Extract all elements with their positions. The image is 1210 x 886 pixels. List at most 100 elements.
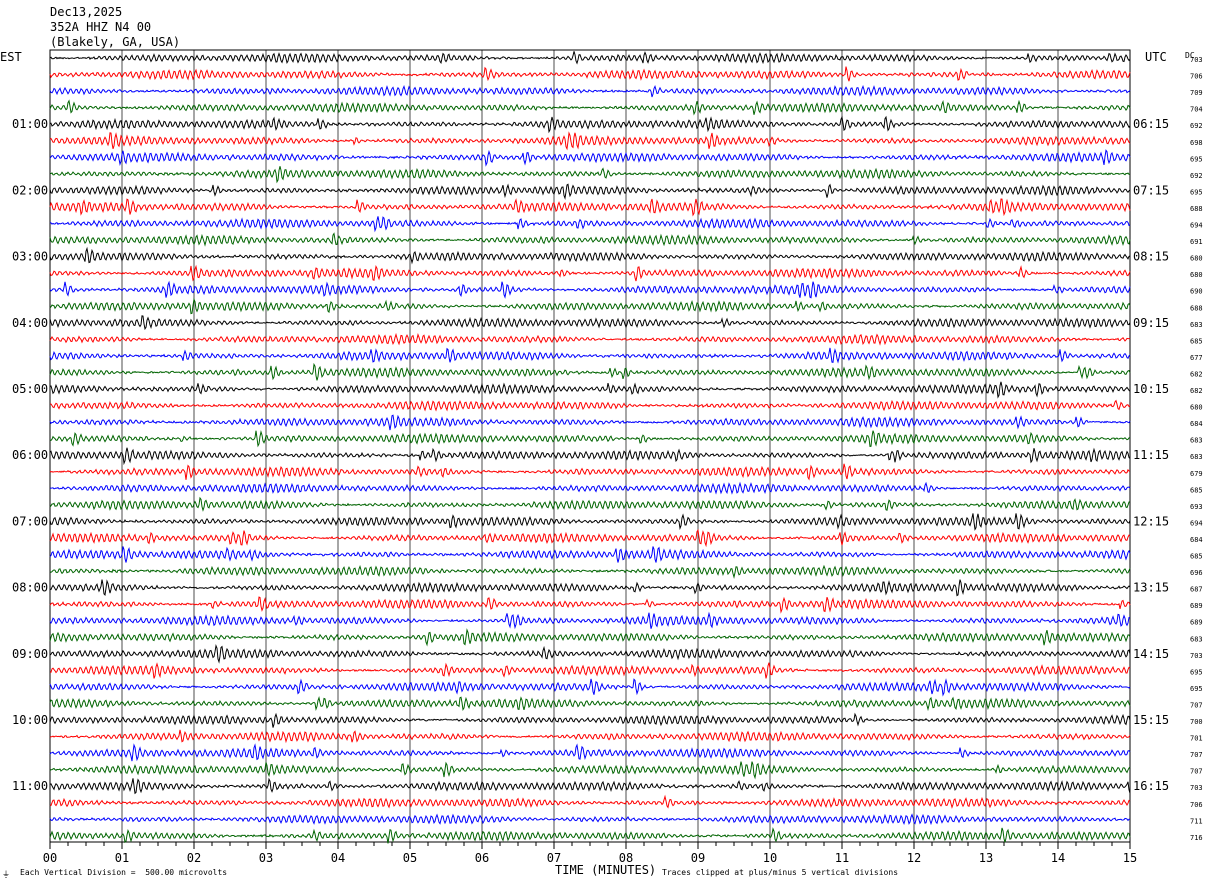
est-hour-label: 06:00 bbox=[12, 448, 48, 462]
seismic-trace bbox=[49, 414, 1131, 431]
seismic-trace bbox=[49, 611, 1131, 630]
dc-offset-value: 703 bbox=[1190, 784, 1203, 792]
vertical-scale-note: Each Vertical Division = 500.00 microvol… bbox=[20, 868, 228, 877]
dc-offset-value: 692 bbox=[1190, 122, 1203, 130]
seismic-trace bbox=[49, 399, 1131, 412]
dc-offset-value: 680 bbox=[1190, 404, 1203, 412]
seismic-trace bbox=[49, 761, 1131, 780]
dc-offset-value: 688 bbox=[1190, 304, 1203, 312]
seismic-trace bbox=[49, 315, 1131, 331]
utc-hour-label: 15:15 bbox=[1133, 713, 1169, 727]
est-hour-label: 05:00 bbox=[12, 382, 48, 396]
plot-date: Dec13,2025 bbox=[50, 5, 123, 19]
dc-offset-value: 690 bbox=[1190, 288, 1203, 296]
corner-mark: ⏚ bbox=[2, 870, 10, 879]
dc-offset-value: 677 bbox=[1190, 354, 1203, 362]
clipping-note: Traces clipped at plus/minus 5 vertical … bbox=[662, 868, 899, 877]
seismic-trace bbox=[49, 66, 1131, 82]
dc-offset-value: 683 bbox=[1190, 453, 1203, 461]
dc-offset-value: 680 bbox=[1190, 255, 1203, 263]
est-hour-label: 09:00 bbox=[12, 647, 48, 661]
dc-offset-value: 680 bbox=[1190, 271, 1203, 279]
dc-offset-value: 695 bbox=[1190, 668, 1203, 676]
dc-offset-value: 679 bbox=[1190, 470, 1203, 478]
utc-hour-label: 07:15 bbox=[1133, 183, 1169, 197]
right-timezone-label: UTC bbox=[1145, 50, 1167, 64]
seismic-trace bbox=[49, 246, 1131, 265]
station-location: (Blakely, GA, USA) bbox=[50, 35, 181, 49]
dc-offset-value: 701 bbox=[1190, 735, 1203, 743]
dc-offset-value: 682 bbox=[1190, 387, 1203, 395]
dc-column-label: DC bbox=[1185, 51, 1195, 60]
seismic-trace bbox=[49, 198, 1131, 217]
est-hour-label: 03:00 bbox=[12, 250, 48, 264]
dc-offset-value: 698 bbox=[1190, 139, 1203, 147]
dc-offset-value: 691 bbox=[1190, 238, 1203, 246]
seismic-trace bbox=[49, 166, 1131, 184]
dc-offset-value: 695 bbox=[1190, 685, 1203, 693]
x-tick-label: 12 bbox=[907, 851, 921, 865]
seismic-trace bbox=[49, 447, 1131, 466]
seismic-trace bbox=[49, 628, 1131, 647]
dc-offset-value: 709 bbox=[1190, 89, 1203, 97]
dc-offset-value: 683 bbox=[1190, 321, 1203, 329]
dc-offset-value: 683 bbox=[1190, 437, 1203, 445]
seismic-trace bbox=[49, 827, 1131, 844]
utc-hour-label: 12:15 bbox=[1133, 514, 1169, 528]
utc-hour-label: 08:15 bbox=[1133, 250, 1169, 264]
dc-offset-value: 707 bbox=[1190, 702, 1203, 710]
dc-offset-value: 706 bbox=[1190, 801, 1203, 809]
seismic-trace bbox=[49, 332, 1131, 346]
x-tick-label: 15 bbox=[1123, 851, 1137, 865]
seismic-trace bbox=[49, 481, 1131, 495]
dc-offset-value: 716 bbox=[1190, 834, 1203, 842]
seismic-trace bbox=[49, 794, 1131, 809]
seismic-trace bbox=[49, 347, 1131, 364]
seismic-trace bbox=[49, 280, 1131, 299]
x-tick-label: 05 bbox=[403, 851, 417, 865]
dc-offset-value: 707 bbox=[1190, 768, 1203, 776]
x-tick-label: 10 bbox=[763, 851, 777, 865]
dc-offset-value: 711 bbox=[1190, 817, 1203, 825]
seismic-trace bbox=[49, 264, 1131, 282]
seismic-trace bbox=[49, 381, 1131, 399]
x-tick-label: 07 bbox=[547, 851, 561, 865]
seismic-trace bbox=[49, 777, 1131, 795]
seismic-trace bbox=[49, 644, 1131, 664]
seismic-trace bbox=[49, 429, 1131, 448]
x-tick-label: 03 bbox=[259, 851, 273, 865]
x-tick-label: 09 bbox=[691, 851, 705, 865]
dc-offset-value: 685 bbox=[1190, 553, 1203, 561]
seismic-trace bbox=[49, 216, 1131, 233]
seismic-trace bbox=[49, 546, 1131, 563]
seismic-trace bbox=[49, 362, 1131, 381]
seismic-trace bbox=[49, 743, 1131, 762]
x-axis-title: TIME (MINUTES) bbox=[555, 863, 657, 877]
dc-offset-value: 685 bbox=[1190, 486, 1203, 494]
seismic-trace bbox=[49, 678, 1131, 697]
dc-offset-value: 682 bbox=[1190, 370, 1203, 378]
seismic-trace bbox=[49, 297, 1131, 315]
left-timezone-label: EST bbox=[0, 50, 22, 64]
seismic-trace bbox=[50, 662, 1131, 679]
x-tick-label: 01 bbox=[115, 851, 129, 865]
dc-offset-value: 707 bbox=[1190, 751, 1203, 759]
dc-offset-value: 700 bbox=[1190, 718, 1203, 726]
seismic-trace bbox=[49, 695, 1131, 712]
seismic-trace bbox=[49, 183, 1131, 201]
seismic-trace bbox=[49, 579, 1131, 597]
seismic-trace bbox=[49, 596, 1131, 614]
est-hour-label: 01:00 bbox=[12, 117, 48, 131]
seismic-trace bbox=[49, 513, 1131, 531]
utc-hour-label: 11:15 bbox=[1133, 448, 1169, 462]
utc-hour-label: 06:15 bbox=[1133, 117, 1169, 131]
station-id: 352A HHZ N4 00 bbox=[50, 20, 152, 34]
utc-hour-label: 14:15 bbox=[1133, 647, 1169, 661]
utc-hour-label: 16:15 bbox=[1133, 779, 1169, 793]
seismic-trace bbox=[49, 712, 1131, 728]
dc-offset-value: 685 bbox=[1190, 337, 1203, 345]
seismic-trace bbox=[49, 463, 1131, 481]
dc-offset-value: 693 bbox=[1190, 503, 1203, 511]
est-hour-label: 10:00 bbox=[12, 713, 48, 727]
